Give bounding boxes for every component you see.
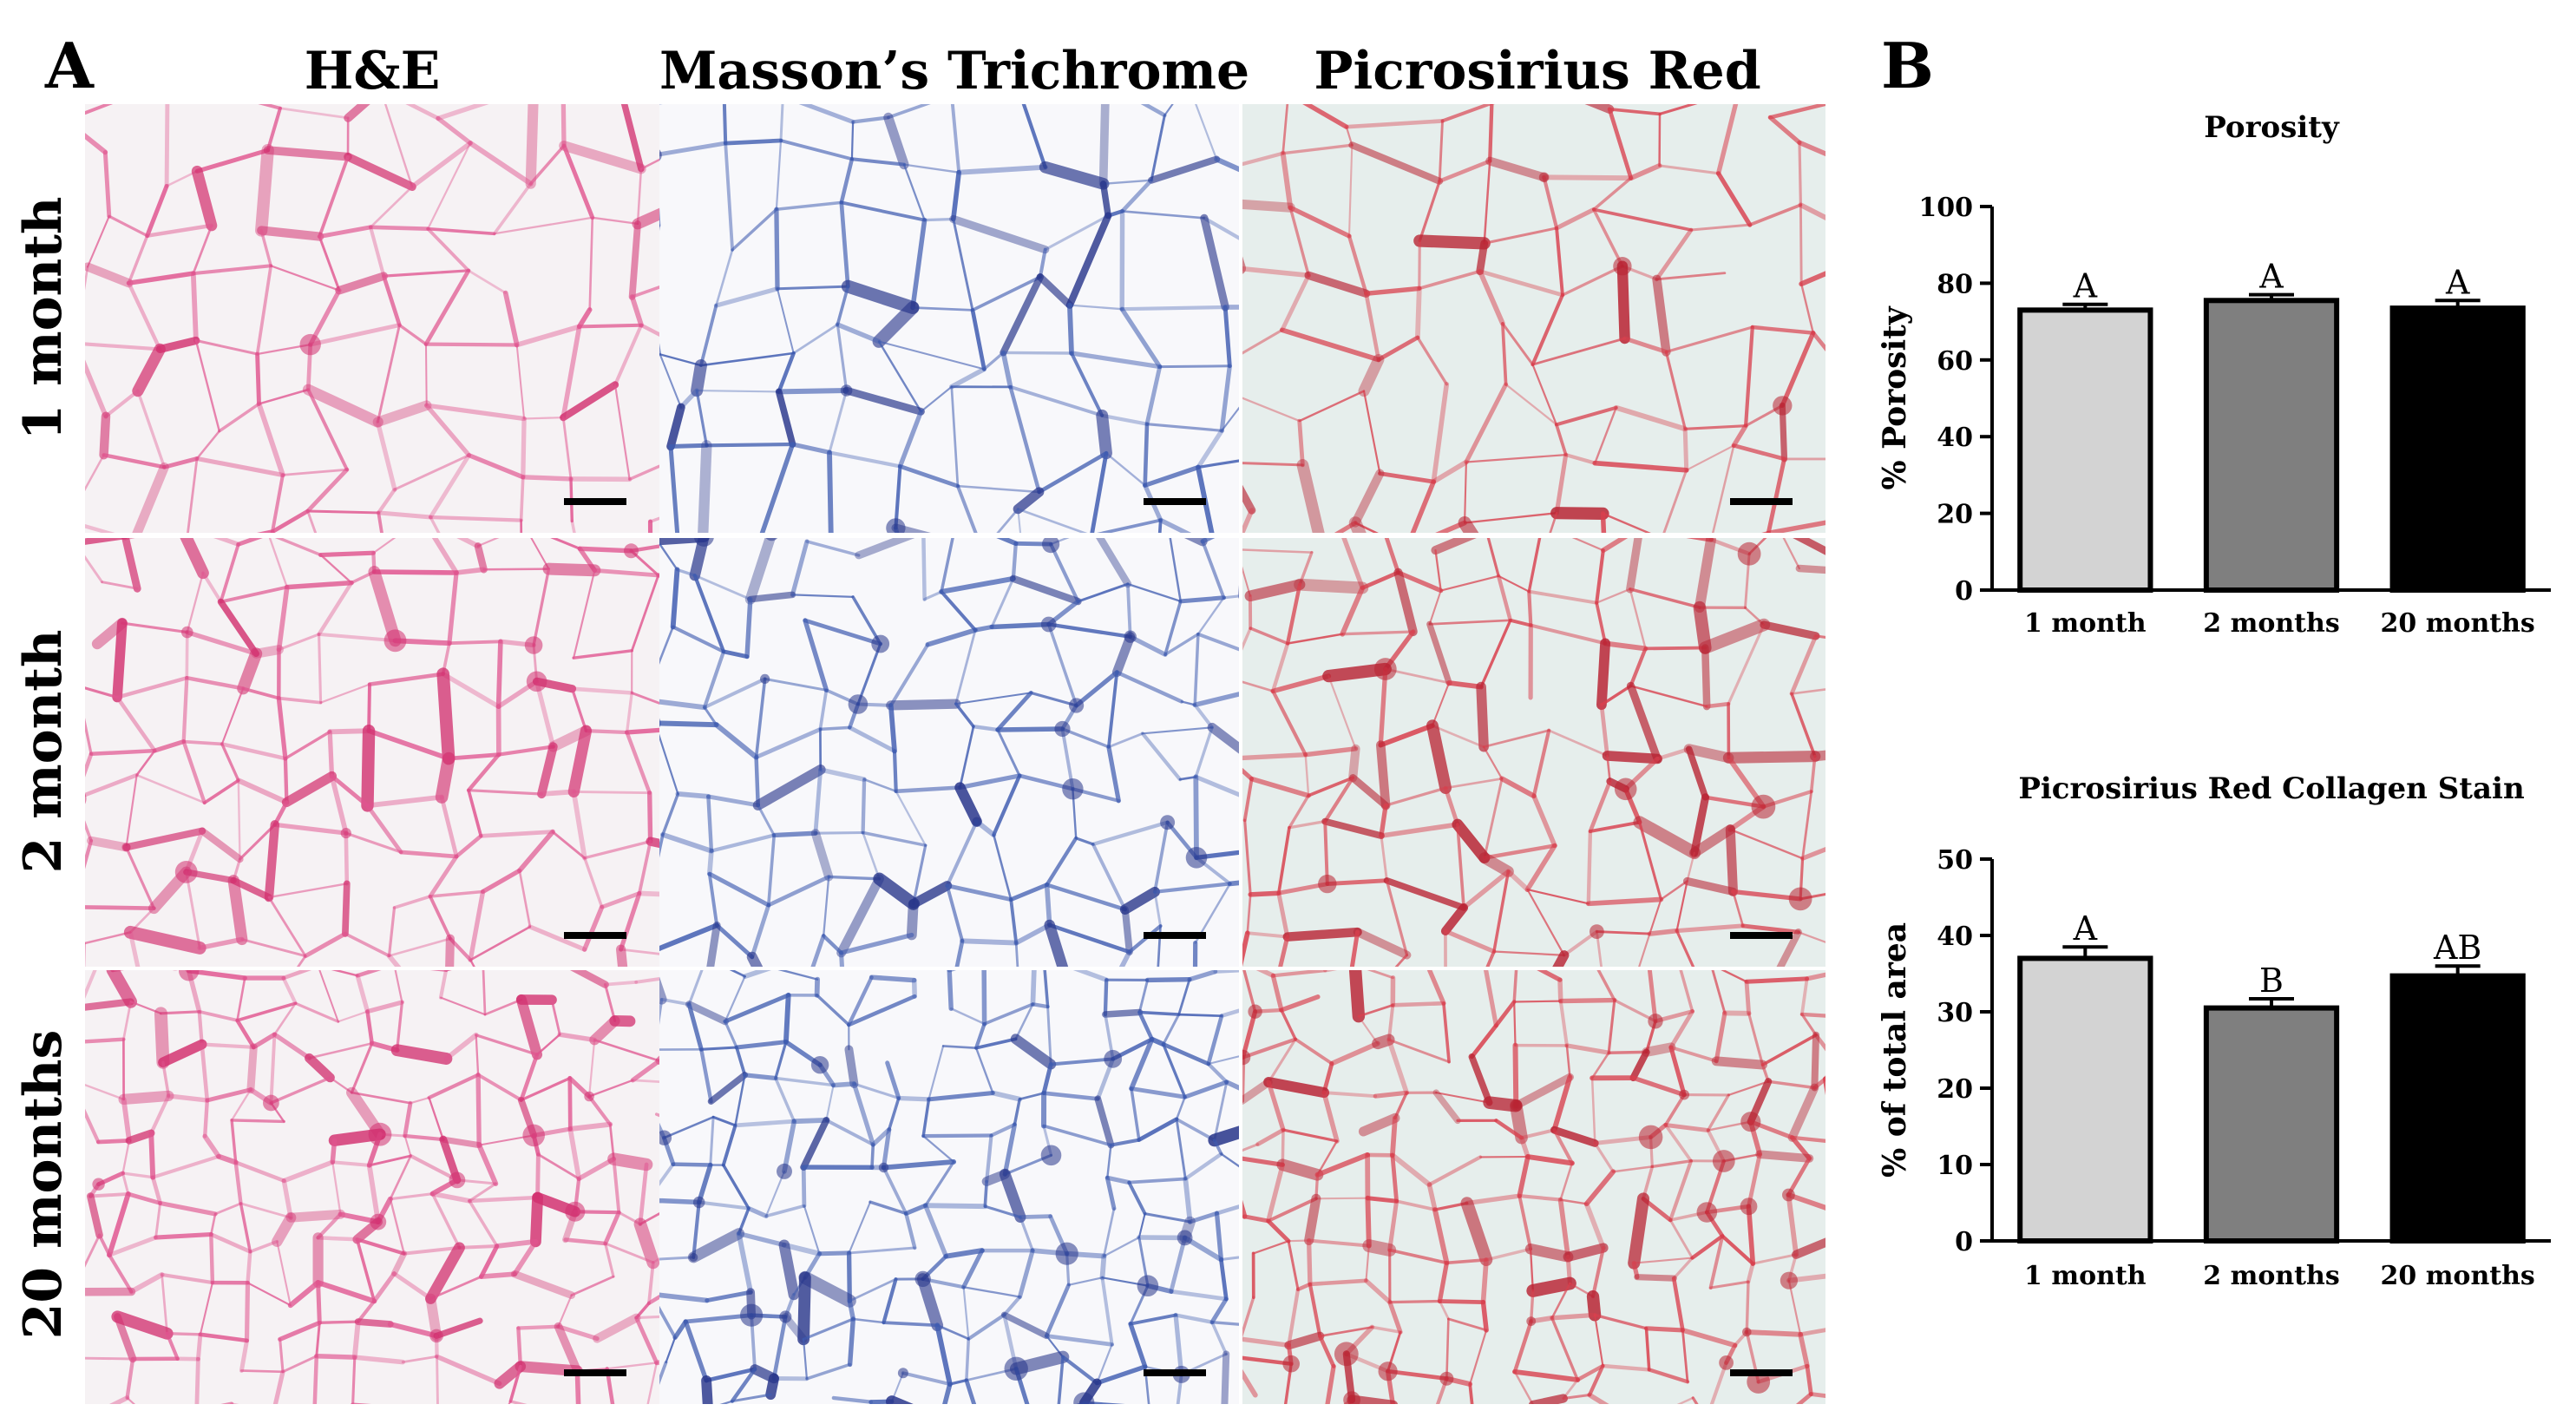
micrograph-he-row-2 — [85, 538, 659, 967]
row-heading-20-months: 20 months — [13, 1029, 74, 1340]
y-tick-label: 80 — [1937, 269, 1973, 299]
column-heading-he: H&E — [304, 41, 441, 102]
row-heading-1-month: 1 month — [13, 196, 74, 441]
micrograph-he-row-3 — [85, 970, 659, 1404]
category-label: 20 months — [2381, 608, 2535, 639]
scale-bar — [564, 498, 626, 505]
bar-1 — [2017, 307, 2153, 593]
micrograph-masson-row-3 — [659, 970, 1239, 1404]
y-tick-label: 100 — [1918, 193, 1973, 223]
chart-title: Picrosirius Red Collagen Stain — [2018, 771, 2524, 806]
y-tick-label: 20 — [1937, 1074, 1973, 1105]
significance-letter: A — [2445, 263, 2470, 301]
panel-b-label: B — [1881, 29, 1934, 102]
bar-2 — [2203, 1005, 2340, 1244]
y-tick-label: 20 — [1937, 500, 1973, 530]
category-label: 2 months — [2203, 608, 2339, 639]
y-axis-label: % Porosity — [1877, 305, 1913, 489]
micrograph-picrosirius-row-3 — [1242, 970, 1825, 1404]
micrograph-he-row-1 — [85, 104, 659, 533]
significance-letter: A — [2258, 258, 2284, 296]
y-tick-label: 50 — [1937, 845, 1973, 876]
row-heading-2-month: 2 month — [13, 629, 74, 874]
micrograph-picrosirius-row-1 — [1242, 104, 1825, 533]
scale-bar — [1730, 498, 1793, 505]
y-tick-label: 40 — [1937, 922, 1973, 952]
bar-3 — [2389, 305, 2526, 593]
y-tick-label: 0 — [1955, 1227, 1973, 1257]
scale-bar — [1144, 498, 1206, 505]
bar-2 — [2203, 298, 2340, 593]
category-label: 1 month — [2024, 608, 2147, 639]
category-label: 1 month — [2024, 1261, 2147, 1291]
micrograph-masson-row-2 — [659, 538, 1239, 967]
bar-3 — [2389, 973, 2526, 1244]
category-label: 20 months — [2381, 1261, 2535, 1291]
panel-a-label: A — [45, 29, 94, 102]
micrograph-masson-row-1 — [659, 104, 1239, 533]
scale-bar — [564, 932, 626, 939]
y-axis-label: % of total area — [1877, 922, 1913, 1178]
y-tick-label: 60 — [1937, 346, 1973, 377]
category-label: 2 months — [2203, 1261, 2339, 1291]
y-tick-label: 0 — [1955, 576, 1973, 607]
significance-letter: AB — [2433, 929, 2481, 967]
significance-letter: B — [2259, 961, 2284, 1000]
scale-bar — [1144, 932, 1206, 939]
significance-letter: A — [2073, 267, 2098, 305]
column-heading-masson: Masson’s Trichrome — [659, 41, 1250, 102]
y-tick-label: 40 — [1937, 423, 1973, 453]
chart-title: Porosity — [2204, 110, 2340, 145]
scale-bar — [564, 1369, 626, 1376]
y-tick-label: 30 — [1937, 998, 1973, 1028]
scale-bar — [1730, 1369, 1793, 1376]
bar-1 — [2017, 955, 2153, 1244]
scale-bar — [1144, 1369, 1206, 1376]
micrograph-picrosirius-row-2 — [1242, 538, 1825, 967]
scale-bar — [1730, 932, 1793, 939]
y-tick-label: 10 — [1937, 1151, 1973, 1181]
significance-letter: A — [2073, 909, 2098, 948]
column-heading-picrosirius: Picrosirius Red — [1314, 41, 1761, 102]
